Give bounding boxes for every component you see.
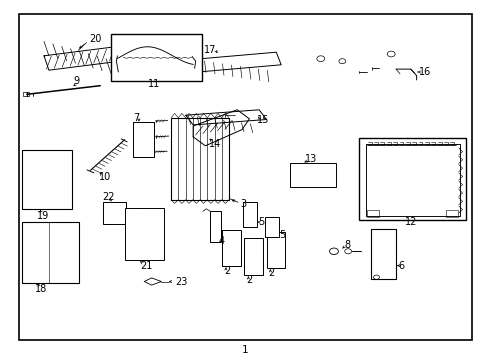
Bar xyxy=(102,217,113,224)
Bar xyxy=(244,264,263,274)
Text: 2: 2 xyxy=(246,275,252,285)
Text: 20: 20 xyxy=(89,33,102,44)
Text: 12: 12 xyxy=(404,217,416,227)
Text: 10: 10 xyxy=(99,172,111,182)
Bar xyxy=(28,193,65,204)
Text: 5: 5 xyxy=(258,217,264,227)
Bar xyxy=(445,210,457,217)
Bar xyxy=(366,210,378,217)
Bar xyxy=(244,238,263,275)
Bar xyxy=(133,122,153,139)
Bar xyxy=(171,118,228,200)
Bar xyxy=(370,229,395,279)
Bar xyxy=(133,139,153,157)
Bar xyxy=(210,224,221,236)
Bar xyxy=(264,217,278,237)
Bar xyxy=(244,251,263,263)
Bar xyxy=(210,211,221,242)
Text: 17: 17 xyxy=(203,45,216,55)
Bar xyxy=(102,208,113,218)
Text: 18: 18 xyxy=(34,284,47,294)
Bar xyxy=(370,262,395,279)
Bar xyxy=(266,246,285,256)
Bar xyxy=(27,267,46,278)
Text: 1: 1 xyxy=(242,345,248,355)
Bar xyxy=(243,202,256,227)
Text: 8: 8 xyxy=(344,240,349,250)
Text: 6: 6 xyxy=(397,261,403,271)
Bar xyxy=(27,235,46,246)
Text: 23: 23 xyxy=(175,276,187,287)
Bar xyxy=(222,230,241,266)
Text: 14: 14 xyxy=(208,139,221,149)
Bar xyxy=(289,163,336,187)
Bar xyxy=(370,244,395,262)
Text: 7: 7 xyxy=(133,113,139,123)
Bar xyxy=(126,243,162,258)
Text: 22: 22 xyxy=(102,192,115,202)
Bar xyxy=(102,202,126,224)
Bar xyxy=(51,257,75,274)
Text: 19: 19 xyxy=(37,211,49,221)
Bar xyxy=(114,208,124,218)
Bar xyxy=(51,234,75,250)
Text: 2: 2 xyxy=(224,266,229,276)
Bar xyxy=(22,150,72,209)
Bar xyxy=(28,161,65,171)
Bar xyxy=(28,177,65,188)
Bar xyxy=(27,251,46,262)
Text: 15: 15 xyxy=(256,114,269,125)
Text: 16: 16 xyxy=(418,67,431,77)
Bar xyxy=(365,144,459,216)
Bar xyxy=(266,232,285,268)
Bar xyxy=(124,208,163,260)
Text: 9: 9 xyxy=(74,76,80,86)
Bar xyxy=(111,34,202,81)
Text: 4: 4 xyxy=(218,236,224,246)
Bar xyxy=(370,229,395,244)
Text: 21: 21 xyxy=(140,261,153,271)
Bar xyxy=(22,222,79,283)
Text: 2: 2 xyxy=(268,268,274,278)
Text: 3: 3 xyxy=(240,199,245,210)
Text: 5: 5 xyxy=(279,230,285,240)
Bar xyxy=(22,150,72,209)
Bar xyxy=(222,255,241,266)
Bar xyxy=(126,209,162,230)
Bar xyxy=(133,122,153,157)
Bar xyxy=(359,138,465,220)
Bar xyxy=(365,144,459,216)
Bar xyxy=(222,242,241,254)
Bar xyxy=(23,92,29,96)
Text: 13: 13 xyxy=(304,154,317,164)
Text: 11: 11 xyxy=(147,78,160,89)
